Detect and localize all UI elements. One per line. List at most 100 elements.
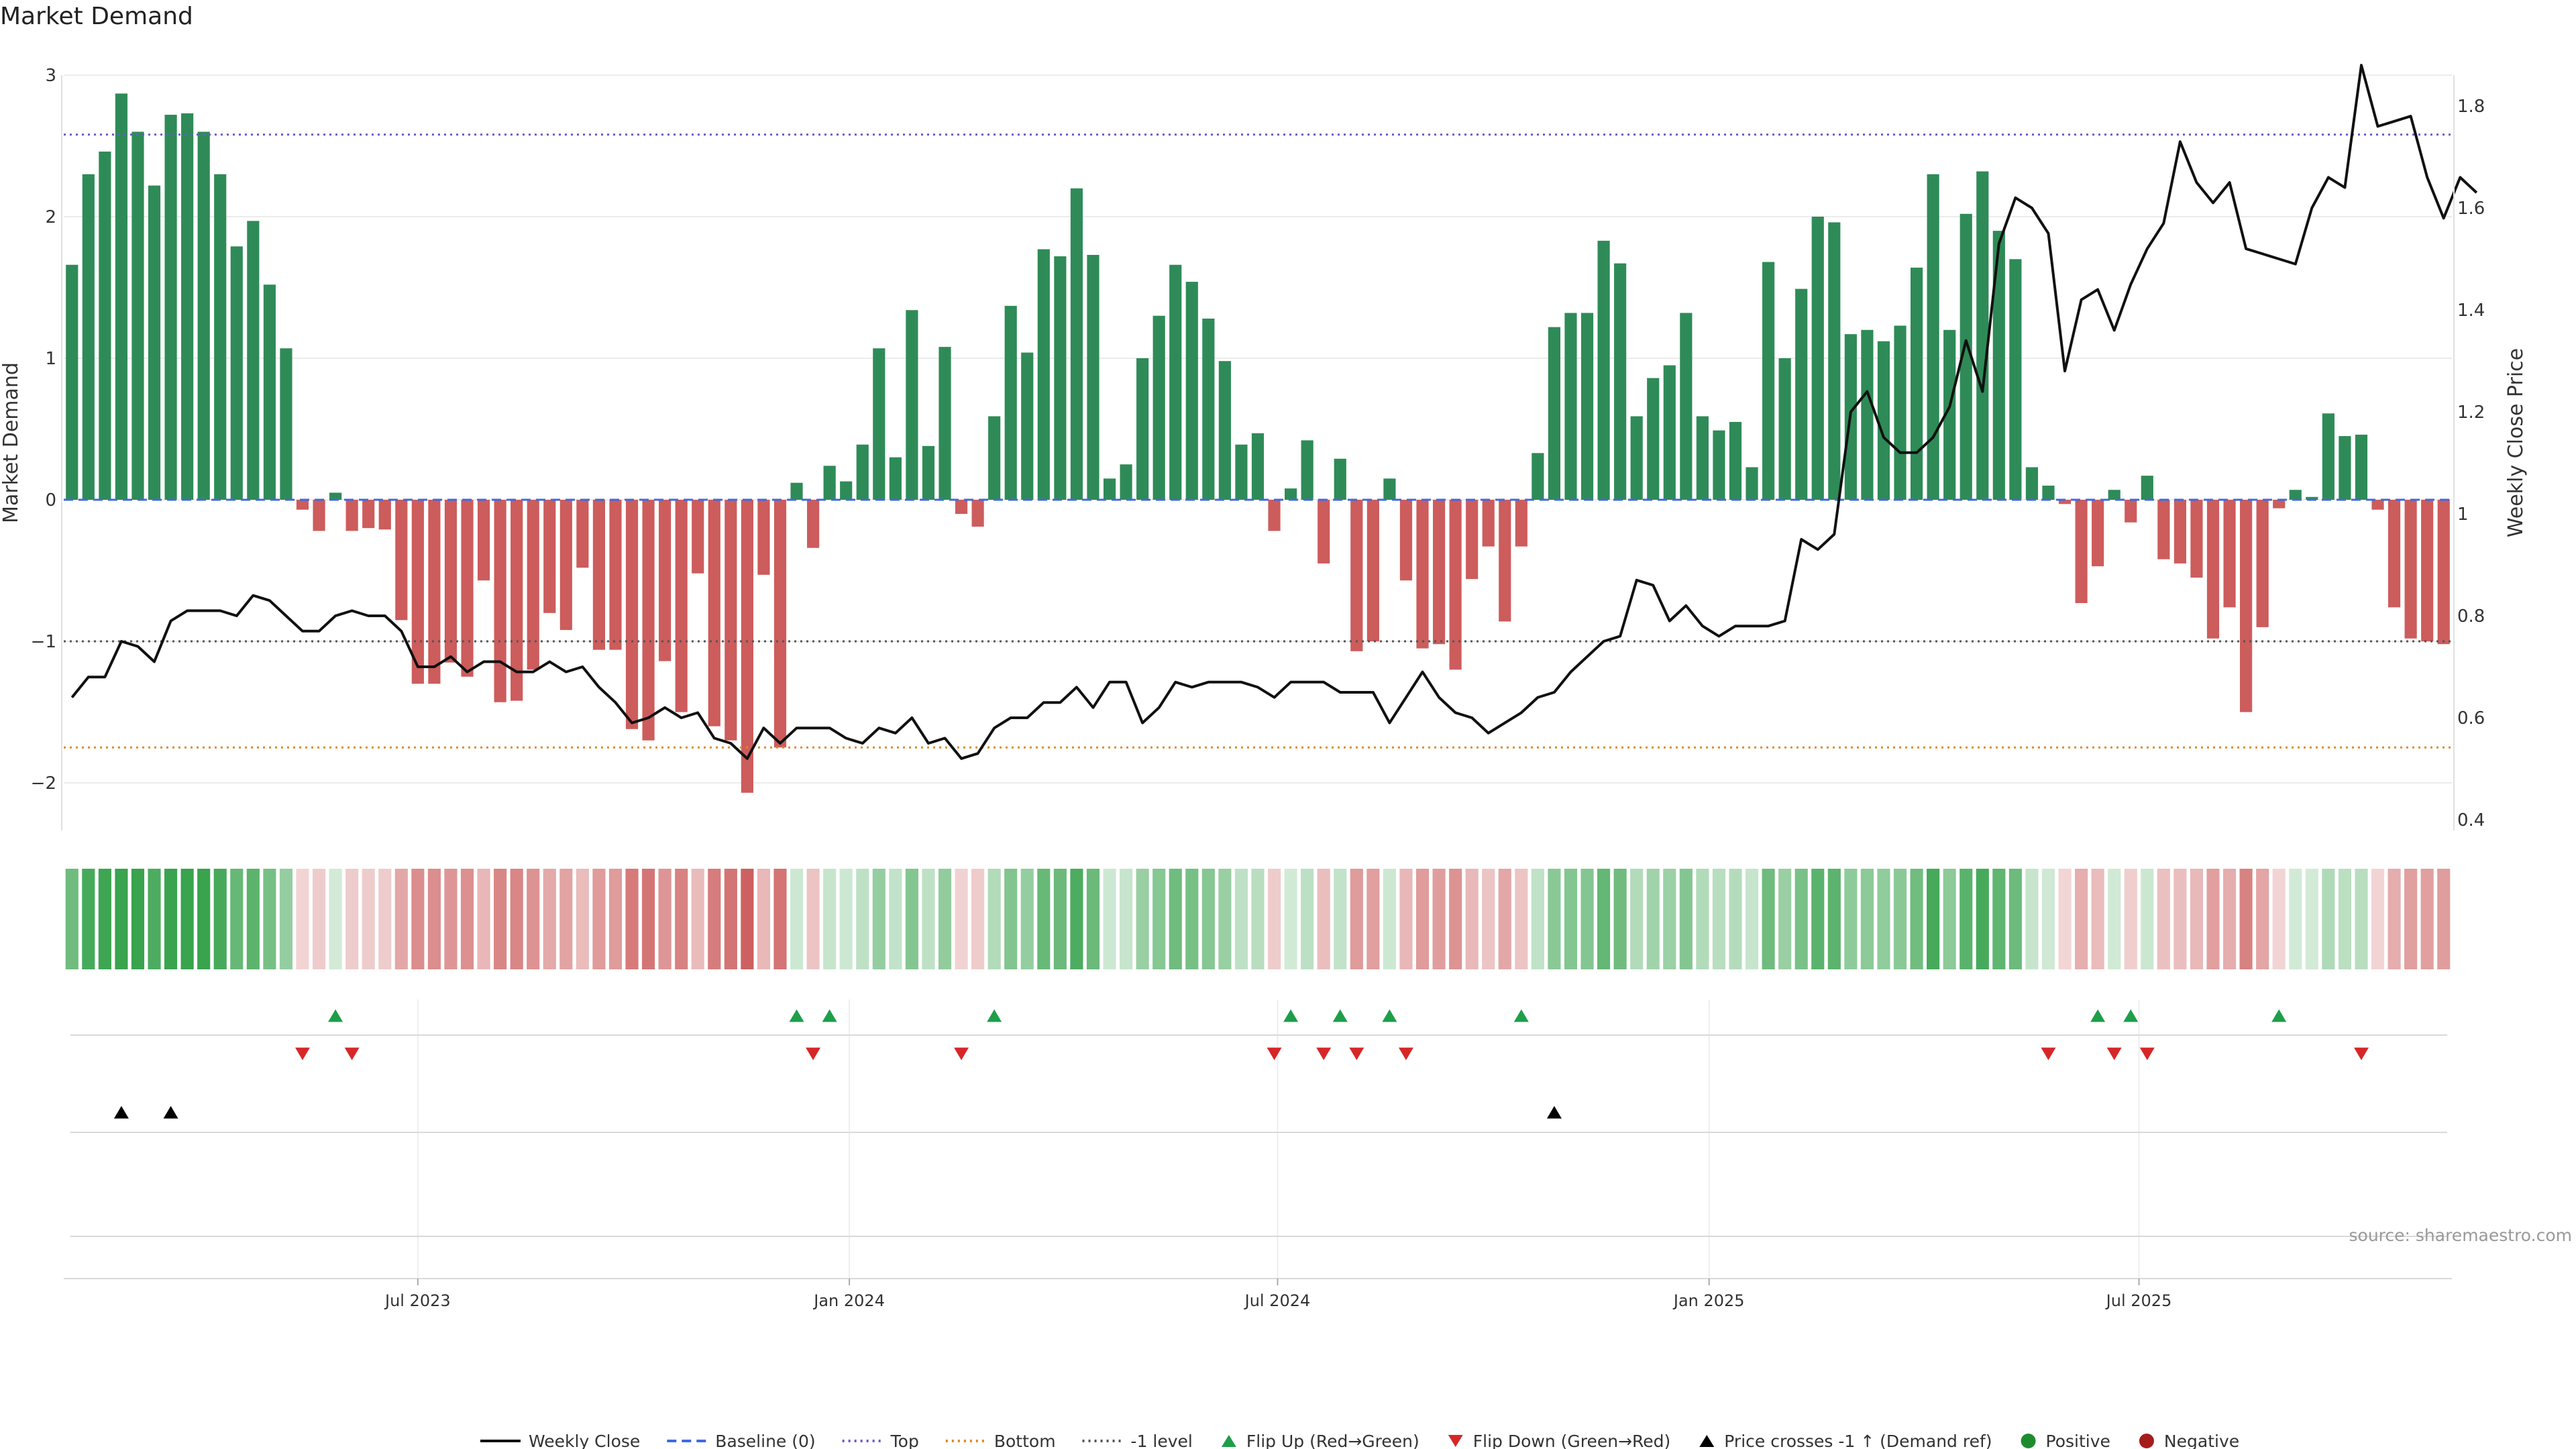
legend-label: -1 level (1131, 1432, 1193, 1449)
strip-cell (1267, 869, 1281, 969)
demand-bar (1762, 262, 1775, 500)
chart-title: Market Demand (0, 3, 193, 30)
demand-bar (1070, 188, 1083, 500)
strip-cell (1860, 869, 1874, 969)
demand-bar (2141, 476, 2153, 500)
flip-up-marker (2271, 1009, 2287, 1022)
strip-cell (1844, 869, 1858, 969)
strip-cell (1663, 869, 1676, 969)
demand-bar (2157, 500, 2170, 559)
strip-cell (757, 869, 771, 969)
strip-cell (1449, 869, 1462, 969)
strip-cell (65, 869, 78, 969)
triangle-up-icon (1221, 1435, 1236, 1447)
strip-cell (592, 869, 606, 969)
flip-down-marker (2353, 1047, 2369, 1061)
price-line-group (70, 64, 2478, 760)
strip-cell (2437, 869, 2451, 969)
price-line (70, 64, 2478, 760)
demand-bar (2355, 434, 2368, 500)
legend-item-minus1: -1 level (1082, 1432, 1193, 1449)
strip-cell (1893, 869, 1907, 969)
strip-cell (378, 869, 392, 969)
demand-bar (313, 500, 325, 531)
strip-cell (790, 869, 804, 969)
demand-bar (1943, 329, 1956, 500)
strip-cell (1136, 869, 1149, 969)
strip-cell (2206, 869, 2220, 969)
demand-bar (2240, 500, 2253, 712)
strip-cell (2322, 869, 2335, 969)
demand-bar (1696, 416, 1709, 500)
demand-bar (741, 500, 753, 793)
strip-cell (1251, 869, 1265, 969)
legend-label: Weekly Close (529, 1432, 640, 1449)
demand-bar (559, 500, 572, 631)
flip-down-marker (295, 1047, 310, 1061)
strip-cell (1745, 869, 1759, 969)
demand-bar (1482, 500, 1495, 547)
strip-cell (872, 869, 885, 969)
strip-cell (625, 869, 639, 969)
y-tick-label: 1 (45, 349, 56, 369)
y-tick-label: 2 (45, 207, 56, 227)
strip-cell (1218, 869, 1232, 969)
strip-cell (543, 869, 556, 969)
strip-cell (1334, 869, 1347, 969)
legend-item-flip_up: Flip Up (Red→Green) (1221, 1432, 1419, 1449)
y2-tick-label: 0.4 (2457, 810, 2485, 830)
flip-up-marker (1382, 1009, 1397, 1022)
flip-down-marker (1267, 1047, 1282, 1061)
strip-cell (329, 869, 342, 969)
strip-cell (642, 869, 655, 969)
demand-bar (1185, 282, 1198, 500)
demand-bar (807, 500, 820, 548)
demand-bar (724, 500, 737, 741)
flip-down-marker (2139, 1047, 2155, 1061)
strip-cell (1037, 869, 1051, 969)
demand-bar (1350, 500, 1363, 651)
demand-bar (659, 500, 672, 661)
strip-cell (1053, 869, 1067, 969)
strip-cell (2272, 869, 2286, 969)
demand-bar (823, 466, 836, 500)
demand-bar (1202, 318, 1215, 500)
strip-cell (971, 869, 985, 969)
strip-cell (839, 869, 853, 969)
y-axis-label: Market Demand (0, 362, 23, 523)
demand-bar (1318, 500, 1330, 564)
demand-bar (592, 500, 606, 650)
demand-bar (230, 246, 243, 500)
strip-cell (477, 869, 490, 969)
flip-up-marker (1283, 1009, 1299, 1022)
demand-bar (1976, 171, 1989, 500)
strip-cell (82, 869, 95, 969)
y2-axis-label: Weekly Close Price (2504, 348, 2528, 537)
strip-cell (1185, 869, 1199, 969)
demand-bar (1021, 352, 1034, 500)
strip-cell (1415, 869, 1430, 969)
strip-cell (2041, 869, 2055, 969)
demand-bar (2339, 436, 2351, 500)
demand-bar (1663, 365, 1676, 500)
demand-bar (82, 174, 95, 500)
strip-cell (708, 869, 721, 969)
flip-down-marker (1316, 1047, 1332, 1061)
demand-bar (675, 500, 688, 712)
strip-cell (1383, 869, 1396, 969)
demand-bar (263, 284, 276, 500)
flip-down-marker (1349, 1047, 1364, 1061)
demand-bar (494, 500, 506, 702)
strip-cell (1976, 869, 1989, 969)
demand-bar (1499, 500, 1511, 622)
strip-cell (1646, 869, 1660, 969)
flip-down-marker (806, 1047, 821, 1061)
demand-bar (164, 115, 177, 500)
strip-cell (1103, 869, 1116, 969)
demand-bar (1910, 267, 1923, 500)
y-tick-label: −2 (31, 773, 56, 794)
demand-bar (1169, 264, 1182, 500)
strip-cell (1350, 869, 1363, 969)
demand-bar (345, 500, 358, 531)
strip-cell (1432, 869, 1446, 969)
